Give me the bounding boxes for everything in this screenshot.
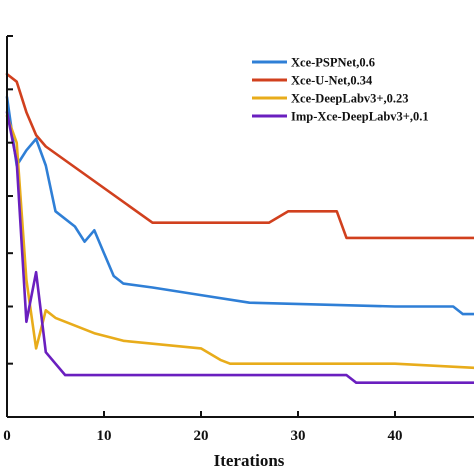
x-tick-label: 0 [3,428,11,444]
plot-lines [5,72,474,385]
legend-label: Xce-PSPNet,0.6 [291,56,375,70]
legend-label: Xce-DeepLabv3+,0.23 [291,92,409,106]
x-axis-ticks: 0102030405060708090 [3,411,403,444]
x-tick-label: 10 [97,428,112,444]
x-axis-title: Iterations [214,451,285,470]
series-line [5,95,474,316]
series-line [5,110,474,385]
x-tick-label: 40 [388,428,403,444]
legend-label: Imp-Xce-DeepLabv3+,0.1 [291,110,429,124]
x-tick-label: 30 [291,428,306,444]
legend: Xce-PSPNet,0.6 Xce-U-Net,0.34 Xce-DeepLabv… [252,56,429,124]
series-line [5,114,474,370]
legend-label: Xce-U-Net,0.34 [291,74,373,88]
series-line [5,72,474,240]
x-tick-label: 20 [194,428,209,444]
y-axis-ticks [7,35,13,365]
